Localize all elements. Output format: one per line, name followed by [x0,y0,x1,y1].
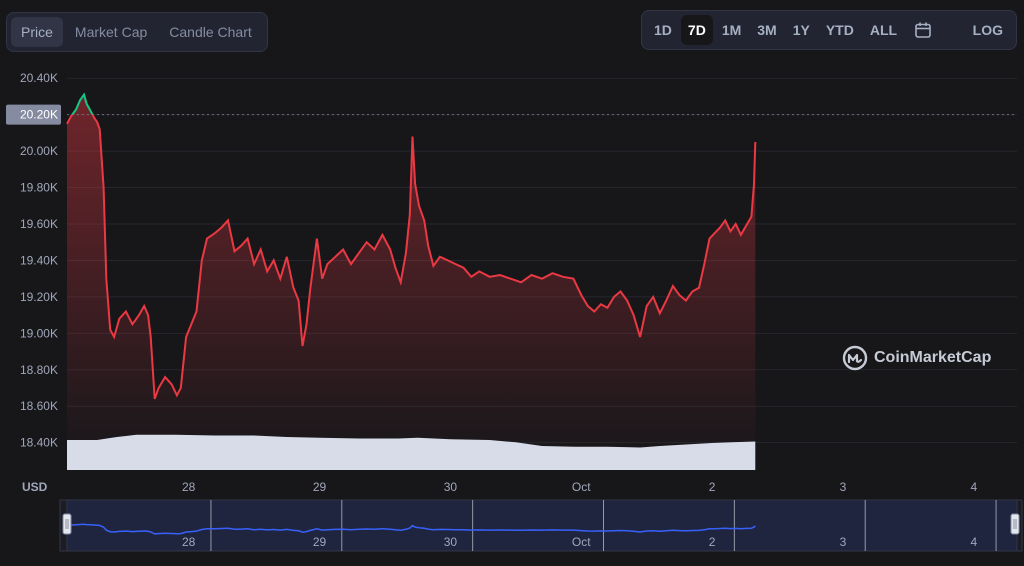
range-navigator[interactable]: 28 29 30 Oct 2 3 4 [59,499,1023,552]
y-tick-label: 19.60K [20,217,58,231]
current-price-tag: 20.20K [6,104,61,125]
x-tick-label: Oct [572,480,591,494]
calendar-icon[interactable] [908,15,938,45]
navigator-left-handle[interactable] [62,513,72,535]
price-area-fill [67,94,756,461]
y-tick-label: 20.40K [20,71,58,85]
currency-label: USD [22,480,48,494]
navigator-tick-label: 29 [313,535,327,549]
tab-candle-chart[interactable]: Candle Chart [169,24,252,40]
coinmarketcap-watermark: CoinMarketCap [842,345,991,371]
y-tick-label: 19.80K [20,181,58,195]
navigator-x-axis: 28 29 30 Oct 2 3 4 [182,535,977,549]
navigator-tick-label: Oct [572,535,591,549]
x-tick-label: 4 [970,480,977,494]
range-all-button[interactable]: ALL [869,22,898,38]
y-tick-label: 20.00K [20,144,58,158]
navigator-tick-label: 3 [840,535,847,549]
navigator-tick-label: 4 [970,535,977,549]
x-tick-label: 2 [709,480,716,494]
x-tick-label: 3 [840,480,847,494]
range-7d-button[interactable]: 7D [680,15,713,45]
navigator-tick-label: 2 [709,535,716,549]
y-tick-label: 18.80K [20,363,58,377]
navigator-day-separators [210,500,997,551]
volume-area [67,434,756,470]
log-scale-button[interactable]: LOG [972,22,1003,38]
coinmarketcap-logo-icon [842,345,868,371]
price-line-below-reference [66,114,757,400]
navigator-background [59,499,1023,552]
x-tick-label: 30 [444,480,458,494]
navigator-selection[interactable] [66,499,1018,552]
watermark-text: CoinMarketCap [874,349,992,366]
range-ytd-button[interactable]: YTD [825,22,854,38]
chart-type-tabs: Price Market Cap Candle Chart [6,12,268,52]
x-axis: 28 29 30 Oct 2 3 4 [182,480,977,494]
current-price-tag-box [6,104,61,125]
tab-price[interactable]: Price [11,17,63,47]
range-3m-button[interactable]: 3M [757,22,777,38]
y-axis: 18.40K 18.60K 18.80K 19.00K 19.20K 19.40K 19.6… [20,71,58,449]
x-tick-label: 29 [313,480,327,494]
handle-grip [1010,513,1020,535]
range-1d-button[interactable]: 1D [654,22,672,38]
tab-market-cap[interactable]: Market Cap [74,24,148,40]
current-price-tag-text: 20.20K [20,108,58,122]
x-tick-label: 28 [182,480,196,494]
navigator-tick-label: 30 [444,535,458,549]
y-tick-label: 18.60K [20,399,58,413]
y-tick-label: 18.40K [20,436,58,450]
handle-grip [62,513,72,535]
y-tick-label: 19.20K [20,290,58,304]
range-1m-button[interactable]: 1M [721,22,742,38]
time-range-selector: 1D 7D 1M 3M 1Y YTD ALL LOG [641,10,1017,50]
y-tick-label: 19.00K [20,326,58,340]
y-tick-label: 19.40K [20,253,58,267]
navigator-line [66,523,756,535]
navigator-tick-label: 28 [182,535,196,549]
navigator-right-handle[interactable] [1010,513,1020,535]
range-1y-button[interactable]: 1Y [792,22,810,38]
